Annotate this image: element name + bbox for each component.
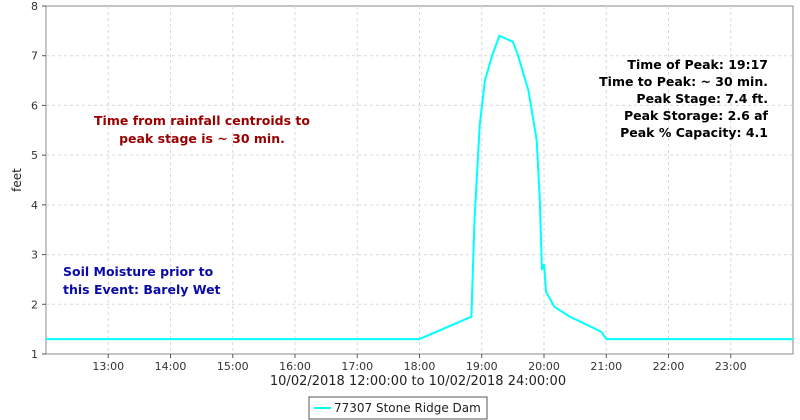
x-tick-label-4: 17:00 [341,360,373,373]
x-tick-label-7: 20:00 [528,360,560,373]
stat-peak-stage: Peak Stage: 7.4 ft. [636,91,768,106]
rainfall-annotation: Time from rainfall centroids to peak sta… [94,113,310,146]
soil-moisture-line-1: Soil Moisture prior to [63,264,214,279]
x-tick-label-5: 18:00 [404,360,436,373]
stat-time-of-peak: Time of Peak: 19:17 [627,57,768,72]
y-axis-label: feet [10,168,24,192]
legend-series-label: 77307 Stone Ridge Dam [334,401,481,415]
peak-stats-annotation: Time of Peak: 19:17 Time to Peak: ~ 30 m… [599,57,768,140]
stat-peak-storage: Peak Storage: 2.6 af [624,108,769,123]
y-tick-label-6: 7 [31,50,38,63]
y-tick-label-2: 3 [31,249,38,262]
legend-box [308,396,488,420]
x-tick-label-2: 15:00 [217,360,249,373]
x-axis-ticks: 13:00 14:00 15:00 16:00 17:00 18:00 19:00 20:00… [92,354,747,373]
rainfall-annotation-line-2: peak stage is ~ 30 min. [119,131,285,146]
y-tick-label-0: 1 [31,348,38,361]
grid-lines [46,6,793,354]
y-tick-label-5: 6 [31,99,38,112]
x-tick-label-8: 21:00 [590,360,622,373]
y-axis-ticks: 1 2 3 4 5 6 7 8 [31,0,46,361]
x-tick-label-9: 22:00 [653,360,685,373]
x-axis-title: 10/02/2018 12:00:00 to 10/02/2018 24:00:… [270,374,566,389]
x-tick-label-6: 19:00 [466,360,498,373]
y-tick-label-4: 5 [31,149,38,162]
x-tick-label-0: 13:00 [92,360,124,373]
y-tick-label-7: 8 [31,0,38,13]
stat-peak-capacity: Peak % Capacity: 4.1 [620,125,768,140]
legend: 77307 Stone Ridge Dam [308,396,488,420]
stat-time-to-peak: Time to Peak: ~ 30 min. [599,74,768,89]
series-line-0 [46,34,793,341]
y-tick-label-3: 4 [31,199,38,212]
y-tick-label-1: 2 [31,298,38,311]
rainfall-annotation-line-1: Time from rainfall centroids to [94,113,310,128]
x-tick-label-1: 14:00 [155,360,187,373]
series-layer [46,34,793,341]
x-tick-label-10: 23:00 [715,360,747,373]
soil-moisture-line-2: this Event: Barely Wet [63,282,221,297]
soil-moisture-annotation: Soil Moisture prior to this Event: Barel… [63,264,221,297]
x-tick-label-3: 16:00 [279,360,311,373]
